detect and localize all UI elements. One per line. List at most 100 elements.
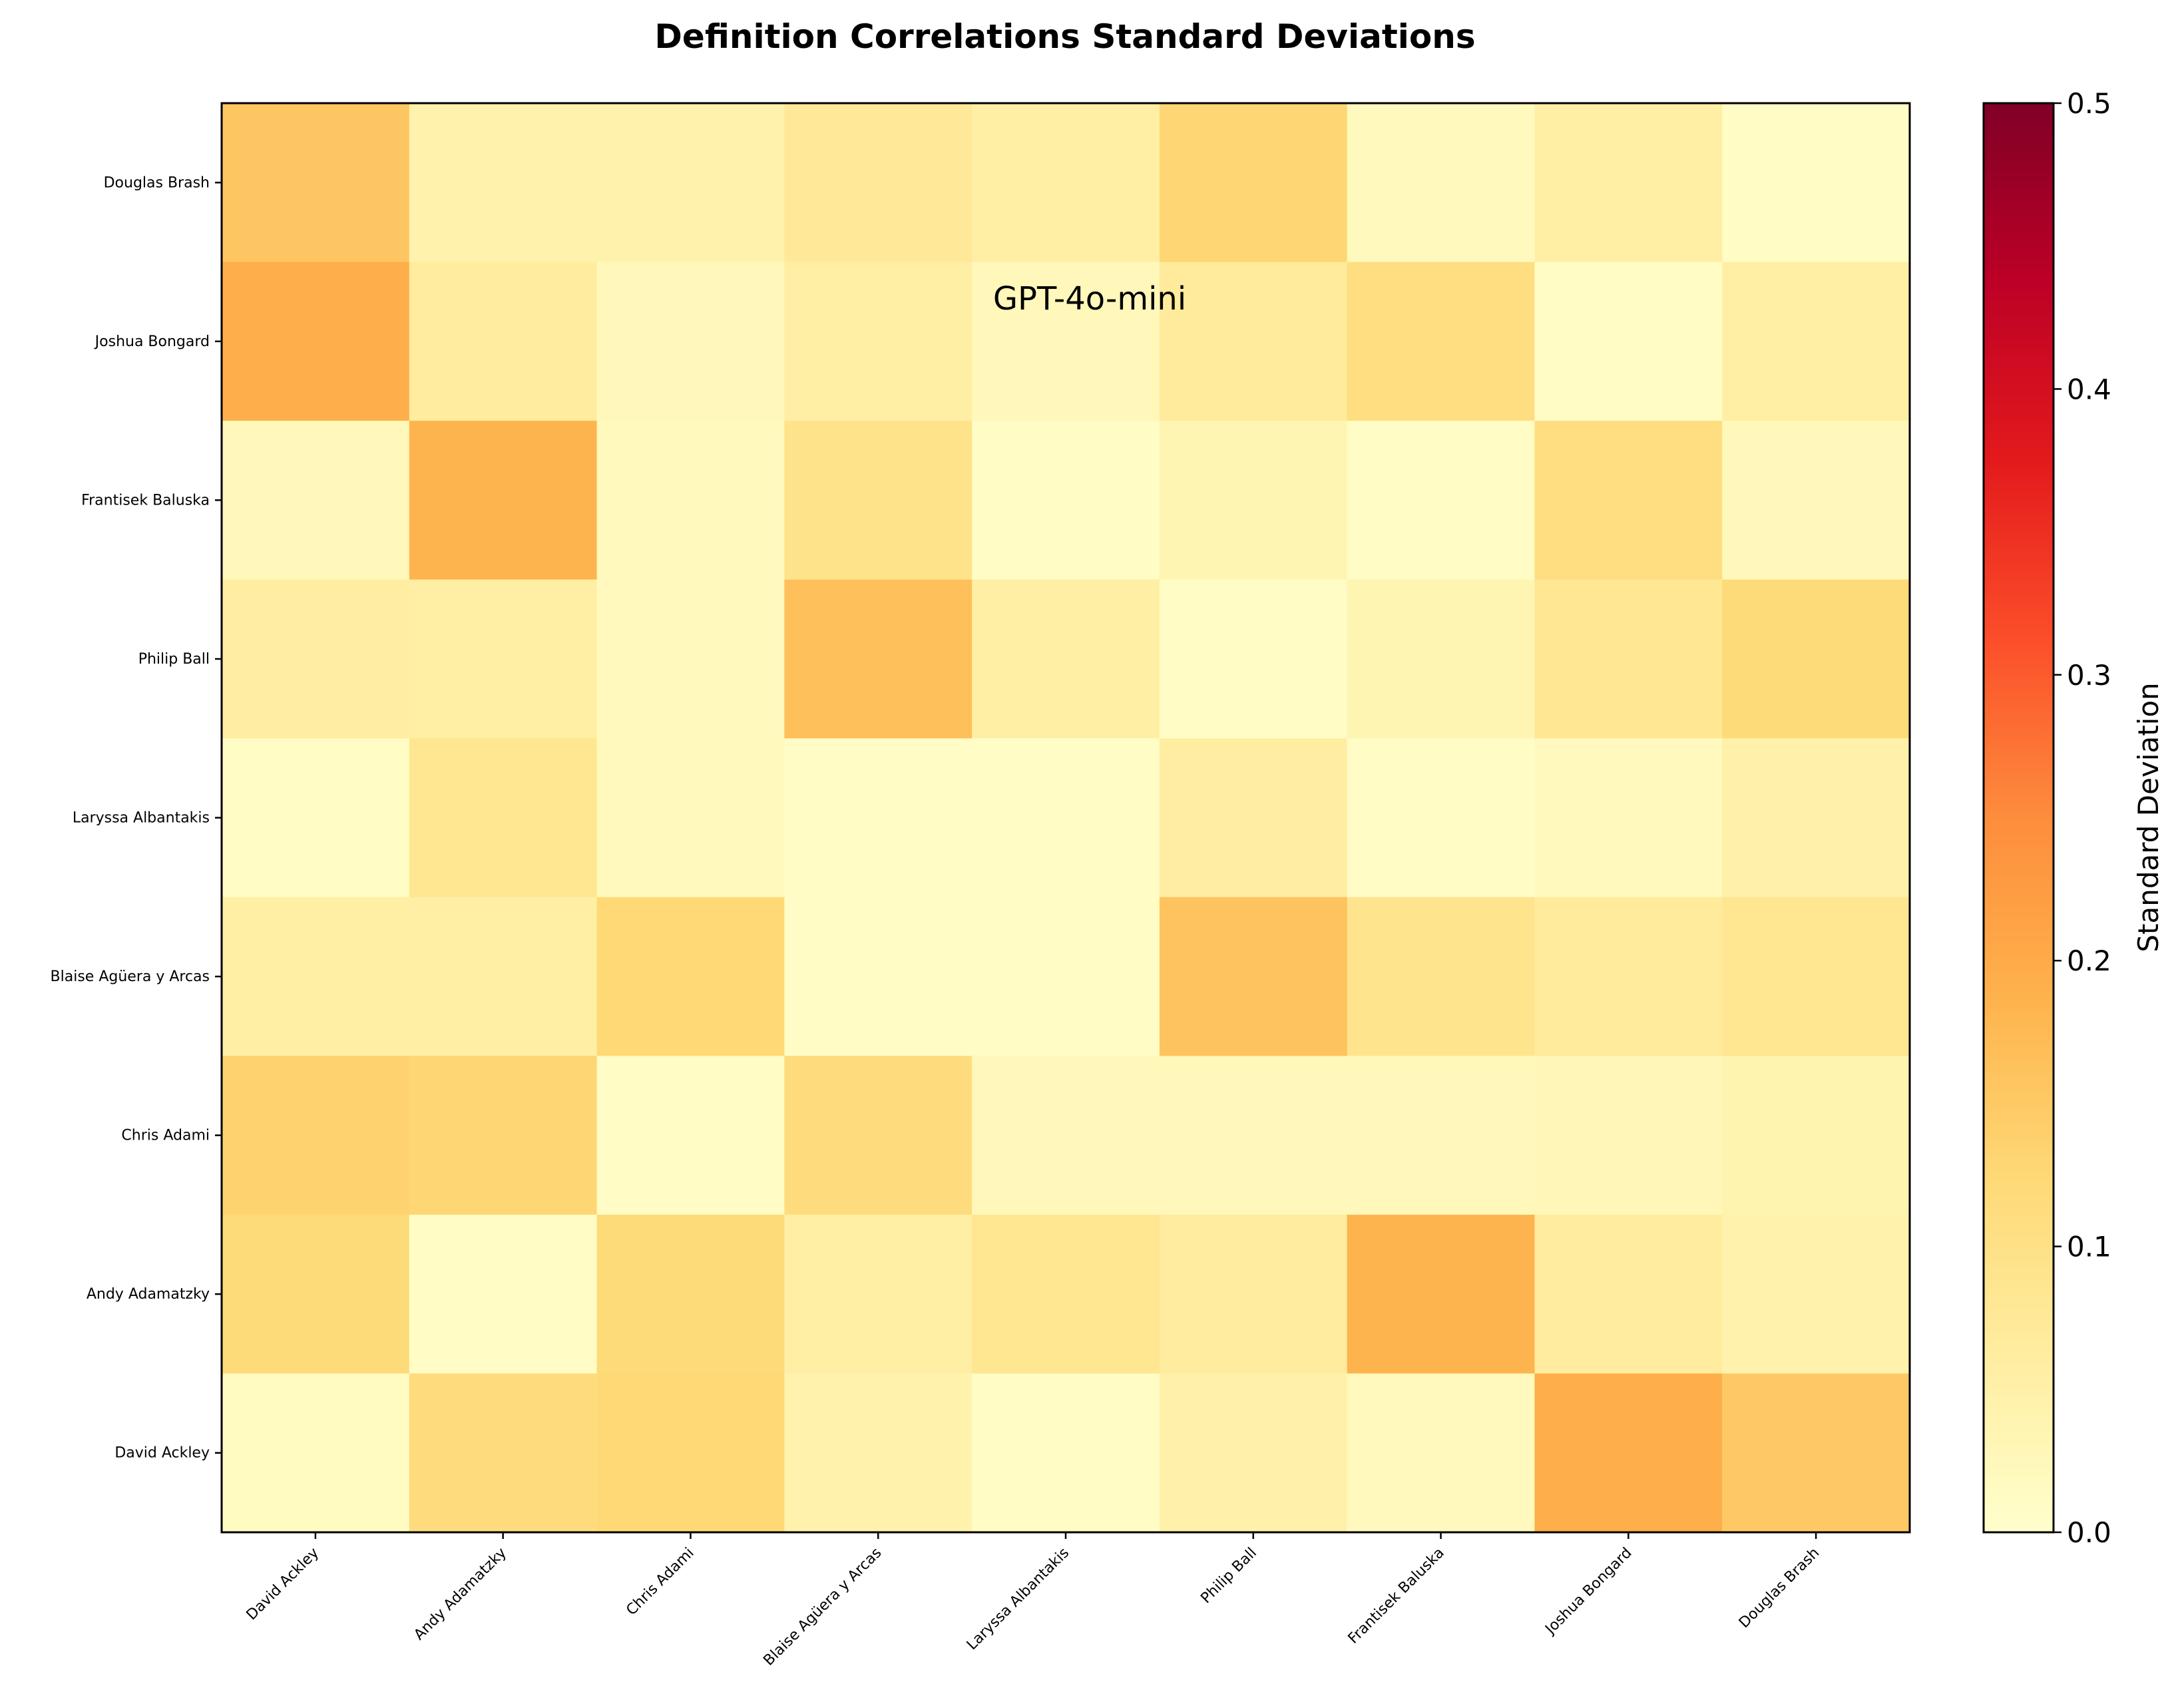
heatmap-cell <box>1159 1373 1348 1533</box>
heatmap-cell <box>972 1373 1160 1533</box>
colorbar-tick-label: 0.1 <box>2067 1231 2111 1263</box>
heatmap-cell <box>222 738 410 898</box>
colorbar-tick-label: 0.3 <box>2067 659 2111 692</box>
y-tick-label: Philip Ball <box>138 651 210 668</box>
heatmap-cell <box>972 738 1160 898</box>
heatmap-cell <box>1347 103 1536 263</box>
heatmap-cell <box>784 262 973 421</box>
heatmap-cell <box>596 421 785 580</box>
heatmap-cell <box>596 579 785 739</box>
heatmap-cell <box>409 579 598 739</box>
heatmap-cell <box>784 897 973 1056</box>
heatmap-cell <box>784 738 973 898</box>
heatmap-cell <box>972 1056 1160 1215</box>
heatmap-cell <box>1159 103 1348 263</box>
x-tick-label: Douglas Brash <box>1736 1545 1823 1631</box>
heatmap-cell <box>972 1214 1160 1375</box>
colorbar-label: Standard Deviation <box>2132 682 2165 952</box>
heatmap-cell <box>409 1056 598 1215</box>
heatmap-cell <box>1534 1214 1723 1375</box>
y-tick-label: Andy Adamatzky <box>87 1286 210 1303</box>
heatmap-cell <box>1159 421 1348 580</box>
heatmap-cell <box>1159 897 1348 1056</box>
heatmap-cell <box>596 897 785 1056</box>
heatmap-cell <box>409 897 598 1056</box>
x-tick-label: Laryssa Albantakis <box>964 1545 1072 1653</box>
heatmap-cell <box>1347 262 1536 421</box>
heatmap-cell <box>1722 738 1910 898</box>
heatmap-cell <box>1159 579 1348 739</box>
heatmap-cell <box>1722 421 1910 580</box>
heatmap-cell <box>972 421 1160 580</box>
y-tick-label: David Ackley <box>114 1445 210 1462</box>
heatmap-cell <box>222 579 410 739</box>
heatmap-cell <box>784 579 973 739</box>
heatmap-cell <box>784 1373 973 1533</box>
heatmap-cell <box>596 103 785 263</box>
x-axis-ticks: David Ackley Andy Adamatzky Chris Adami Bla… <box>244 1532 1823 1669</box>
x-tick-label: David Ackley <box>244 1545 323 1624</box>
heatmap-cell <box>1534 579 1723 739</box>
heatmap-cell <box>596 1214 785 1375</box>
heatmap-cell <box>222 1056 410 1215</box>
heatmap-cell <box>222 897 410 1056</box>
heatmap-cell <box>596 1056 785 1215</box>
heatmap-cell <box>409 738 598 898</box>
heatmap-cell <box>784 103 973 263</box>
heatmap-cell <box>1159 738 1348 898</box>
heatmap-cell <box>1722 1214 1910 1375</box>
heatmap-cell <box>972 579 1160 739</box>
x-tick-label: Chris Adami <box>623 1545 697 1619</box>
y-tick-label: Chris Adami <box>121 1128 210 1144</box>
heatmap-cell <box>1722 897 1910 1056</box>
heatmap-cell <box>1534 421 1723 580</box>
heatmap-cell <box>972 262 1160 421</box>
heatmap-cell <box>409 1373 598 1533</box>
heatmap-cell <box>409 103 598 263</box>
colorbar-gradient <box>1984 103 2054 1532</box>
heatmap-cell <box>784 1056 973 1215</box>
heatmap-cell <box>1534 1056 1723 1215</box>
y-axis-ticks: Douglas Brash Joshua Bongard Frantisek Bal… <box>51 174 222 1462</box>
heatmap-cell <box>1722 579 1910 739</box>
heatmap-cell <box>1347 1373 1536 1533</box>
heatmap-cell <box>1159 1056 1348 1215</box>
heatmap-cell <box>1347 738 1536 898</box>
heatmap-cell <box>1722 103 1910 263</box>
x-tick-label: Frantisek Baluska <box>1345 1545 1448 1647</box>
y-tick-label: Frantisek Baluska <box>81 492 210 509</box>
heatmap-cell <box>596 1373 785 1533</box>
heatmap-cell <box>1534 897 1723 1056</box>
heatmap-cell <box>222 1214 410 1375</box>
x-tick-label: Blaise Agüera y Arcas <box>760 1545 885 1669</box>
heatmap-cell <box>1347 1056 1536 1215</box>
heatmap-cell <box>222 1373 410 1533</box>
x-tick-label: Andy Adamatzky <box>411 1545 510 1644</box>
heatmap-cell <box>409 1214 598 1375</box>
colorbar-tick-label: 0.2 <box>2067 945 2111 977</box>
heatmap-cell <box>1722 262 1910 421</box>
heatmap-cell <box>1534 103 1723 263</box>
y-tick-label: Joshua Bongard <box>94 333 210 350</box>
x-tick-label: Joshua Bongard <box>1542 1545 1635 1639</box>
heatmap-cell <box>1534 738 1723 898</box>
colorbar-tick-label: 0.5 <box>2067 87 2111 120</box>
heatmap-cell <box>1159 1214 1348 1375</box>
y-tick-label: Douglas Brash <box>104 174 210 191</box>
colorbar-ticks: 0.0 0.1 0.2 0.3 0.4 0.5 <box>2054 87 2111 1549</box>
heatmap-cell <box>409 262 598 421</box>
heatmap-cell <box>1722 1056 1910 1215</box>
heatmap-cell <box>1159 262 1348 421</box>
heatmap-cell <box>972 897 1160 1056</box>
colorbar-tick-label: 0.4 <box>2067 373 2111 405</box>
heatmap-cell <box>1347 579 1536 739</box>
heatmap-cell <box>222 262 410 421</box>
colorbar-tick-label: 0.0 <box>2067 1516 2111 1549</box>
heatmap-cell <box>1534 1373 1723 1533</box>
chart-title: Definition Correlations Standard Deviati… <box>654 17 1475 56</box>
heatmap-cell <box>1347 421 1536 580</box>
heatmap-cell <box>784 421 973 580</box>
heatmap-cell <box>222 421 410 580</box>
heatmap-cell <box>972 103 1160 263</box>
